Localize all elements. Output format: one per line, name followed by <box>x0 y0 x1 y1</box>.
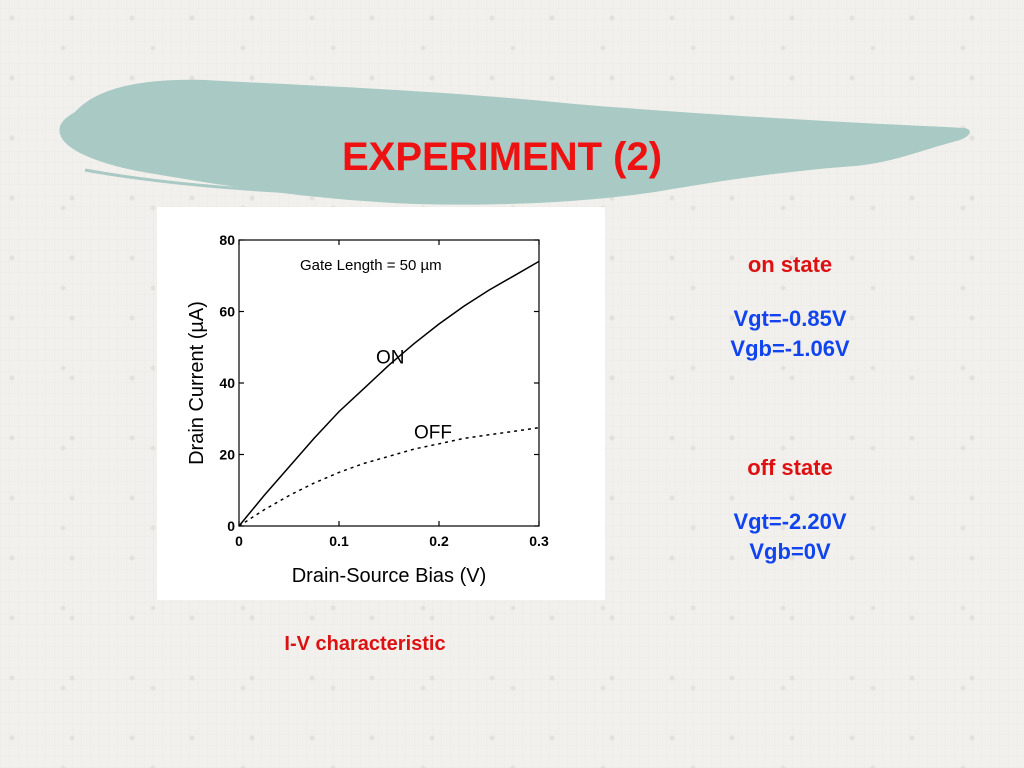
on-state-vgb: Vgb=-1.06V <box>730 336 850 361</box>
series-line-off <box>238 426 540 527</box>
y-axis-label: Drain Current (µA) <box>186 301 208 465</box>
iv-chart: 0 0.1 0.2 0.3 0 20 40 60 80 Drain-Source Bias (V)… <box>186 232 549 587</box>
y-tick-label: 60 <box>219 304 235 320</box>
slide-title: EXPERIMENT (2) <box>341 135 663 179</box>
x-tick-label: 0 <box>235 533 243 549</box>
off-state-block: off state Vgt=-2.20V Vgb=0V <box>690 453 890 567</box>
chart-annotation: Gate Length = 50 µm <box>300 257 442 274</box>
on-state-vgt: Vgt=-0.85V <box>733 306 847 331</box>
y-tick-label: 40 <box>219 375 235 391</box>
chart-panel: 0 0.1 0.2 0.3 0 20 40 60 80 Drain-Source Bias (V)… <box>157 207 605 600</box>
on-state-heading: on state <box>747 252 833 277</box>
plot-frame <box>238 239 540 527</box>
series-label-on: ON <box>376 347 405 368</box>
series-line-on <box>238 260 540 527</box>
x-axis-label: Drain-Source Bias (V) <box>292 565 487 587</box>
brush-shape <box>59 79 970 205</box>
x-tick-label: 0.3 <box>529 533 549 549</box>
x-tick-label: 0.1 <box>329 533 349 549</box>
series-label-off: OFF <box>414 422 452 443</box>
brush-streak <box>84 168 476 197</box>
off-state-vgt: Vgt=-2.20V <box>733 509 847 534</box>
x-tick-label: 0.2 <box>429 533 449 549</box>
y-tick-label: 80 <box>219 232 235 248</box>
title-brush-stroke <box>59 79 970 205</box>
off-state-heading: off state <box>747 455 833 480</box>
on-state-block: on state Vgt=-0.85V Vgb=-1.06V <box>690 250 890 364</box>
y-tick-label: 0 <box>227 518 235 534</box>
off-state-vgb: Vgb=0V <box>749 539 831 564</box>
y-tick-label: 20 <box>219 447 235 463</box>
chart-caption: I-V characteristic <box>284 633 446 655</box>
